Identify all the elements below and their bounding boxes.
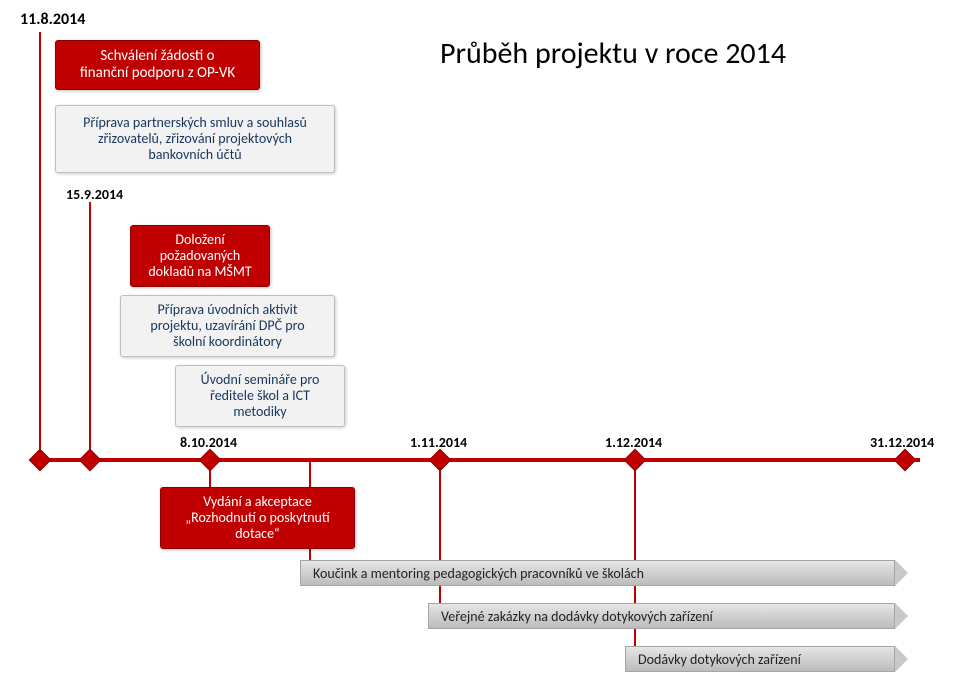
process-bar-label: Koučink a mentoring pedagogických pracov…: [300, 560, 895, 586]
timeline-diamond: [624, 449, 647, 472]
milestone-box: Vydání a akceptace„Rozhodnutí o poskytnu…: [160, 487, 355, 549]
timeline-diamond: [79, 449, 102, 472]
timeline-diamond: [199, 449, 222, 472]
activity-box: Příprava úvodních aktivitprojektu, uzaví…: [120, 295, 335, 357]
date-label: 11.8.2014: [20, 10, 85, 29]
process-bar-label: Dodávky dotykových zařízení: [625, 646, 895, 672]
date-label: 31.12.2014: [870, 434, 934, 451]
timeline-tick: [39, 32, 41, 460]
process-bar: Veřejné zakázky na dodávky dotykových za…: [428, 603, 895, 629]
timeline-axis: [40, 458, 920, 462]
milestone-box: Doloženípožadovanýchdokladů na MŠMT: [130, 225, 270, 287]
date-label: 15.9.2014: [66, 186, 123, 203]
process-bar: Koučink a mentoring pedagogických pracov…: [300, 560, 895, 586]
timeline-tick: [89, 202, 91, 460]
process-bar: Dodávky dotykových zařízení: [625, 646, 895, 672]
timeline-diamond: [894, 449, 917, 472]
chevron-right-icon: [895, 603, 908, 629]
milestone-box: Schválení žádosti ofinanční podporu z OP…: [55, 40, 260, 90]
activity-box: Příprava partnerských smluv a souhlasůzř…: [55, 105, 335, 173]
diagram-title: Průběh projektu v roce 2014: [440, 35, 786, 72]
chevron-right-icon: [895, 646, 908, 672]
process-bar-label: Veřejné zakázky na dodávky dotykových za…: [428, 603, 895, 629]
chevron-right-icon: [895, 560, 908, 586]
timeline-diamond: [429, 449, 452, 472]
timeline-diamond: [29, 449, 52, 472]
activity-box: Úvodní semináře proředitele škol a ICTme…: [175, 365, 345, 427]
